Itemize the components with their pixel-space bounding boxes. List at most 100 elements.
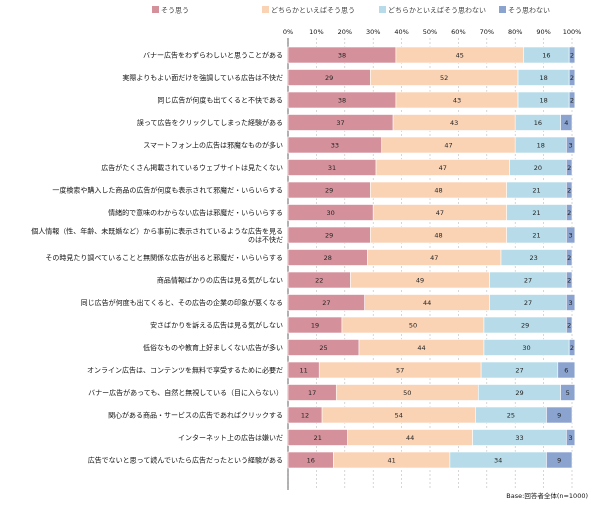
data-label: 27 bbox=[322, 299, 330, 307]
data-label: 16 bbox=[542, 51, 550, 59]
data-label: 48 bbox=[434, 231, 442, 239]
data-label: 30 bbox=[326, 209, 334, 217]
bar-segment bbox=[568, 69, 576, 86]
data-label: 43 bbox=[453, 96, 461, 104]
data-label: 38 bbox=[338, 96, 346, 104]
category-label: 低俗なものや教育上好ましくない広告が多い bbox=[143, 343, 283, 352]
bar-segment bbox=[546, 451, 573, 469]
data-label: 9 bbox=[557, 456, 561, 464]
data-label: 21 bbox=[532, 231, 540, 239]
bar-segment bbox=[546, 406, 573, 424]
bar-segment bbox=[566, 316, 573, 334]
category-label: バナー広告をわずらわしいと思うことがある bbox=[143, 51, 283, 60]
data-label: 16 bbox=[534, 119, 542, 127]
bar-segment bbox=[568, 91, 576, 109]
bar-segment bbox=[566, 249, 573, 266]
data-label: 45 bbox=[456, 51, 464, 59]
data-label: 2 bbox=[567, 164, 571, 172]
data-label: 12 bbox=[301, 411, 309, 419]
data-label: 2 bbox=[567, 254, 571, 262]
x-tick-label: 60% bbox=[451, 28, 465, 36]
data-label: 47 bbox=[444, 141, 452, 149]
bar-segment bbox=[566, 271, 573, 289]
bar-segment bbox=[568, 46, 576, 64]
category-label: 広告がたくさん掲載されているウェブサイトは見たくない bbox=[101, 163, 283, 172]
data-label: 43 bbox=[450, 119, 458, 127]
category-label: 広告でないと思って読んでいたら広告だったという経験がある bbox=[88, 456, 283, 465]
category-label: 実際よりもよい面だけを強調している広告は不快だ bbox=[122, 73, 283, 82]
data-label: 9 bbox=[557, 411, 561, 419]
data-label: 30 bbox=[522, 344, 530, 352]
category-label: のは不快だ bbox=[248, 235, 283, 244]
data-label: 2 bbox=[570, 51, 574, 59]
bar-segment bbox=[566, 204, 573, 221]
category-label: 商品情報ばかりの広告は見る気がしない bbox=[157, 276, 283, 285]
data-label: 5 bbox=[566, 389, 570, 397]
data-label: 27 bbox=[515, 366, 523, 374]
x-tick-label: 100% bbox=[563, 28, 582, 36]
category-label: その時見たり調べていることと無関係な広告が出ると邪魔だ・いらいらする bbox=[45, 253, 283, 262]
data-label: 50 bbox=[403, 389, 411, 397]
legend-label: そう思う bbox=[161, 7, 189, 15]
x-tick-label: 0% bbox=[283, 28, 293, 36]
x-tick-label: 10% bbox=[309, 28, 323, 36]
data-label: 2 bbox=[567, 321, 571, 329]
bar-segment bbox=[560, 114, 573, 131]
x-tick-label: 80% bbox=[508, 28, 522, 36]
data-label: 29 bbox=[515, 389, 523, 397]
data-label: 47 bbox=[439, 164, 447, 172]
data-label: 50 bbox=[409, 321, 417, 329]
data-label: 20 bbox=[534, 164, 542, 172]
legend: そう思う どちらかといえばそう思う どちらかといえばそう思わない そう思わない bbox=[152, 6, 550, 15]
data-label: 48 bbox=[434, 186, 442, 194]
category-label: 同じ広告が何度も出てくると、その広告の企業の印象が悪くなる bbox=[81, 298, 283, 307]
bar-segment bbox=[566, 136, 576, 154]
data-label: 28 bbox=[324, 254, 332, 262]
data-label: 2 bbox=[570, 96, 574, 104]
data-label: 2 bbox=[567, 276, 571, 284]
data-label: 49 bbox=[416, 276, 424, 284]
data-label: 22 bbox=[315, 276, 323, 284]
data-label: 47 bbox=[430, 254, 438, 262]
x-tick-label: 50% bbox=[423, 28, 437, 36]
category-labels: バナー広告をわずらわしいと思うことがある実際よりもよい面だけを強調している広告は… bbox=[31, 51, 283, 465]
data-label: 52 bbox=[440, 74, 448, 82]
x-tick-label: 70% bbox=[480, 28, 494, 36]
x-axis-ticks: 0% 10% 20% 30% 40% 50% 60% 70% 80% 90% 100% bbox=[283, 28, 581, 36]
data-label: 38 bbox=[338, 51, 346, 59]
category-label: オンライン広告は、コンテンツを無料で享受するために必要だ bbox=[87, 366, 283, 375]
data-label: 21 bbox=[532, 209, 540, 217]
data-label: 29 bbox=[325, 74, 333, 82]
legend-swatch bbox=[152, 6, 159, 13]
data-label: 11 bbox=[299, 366, 307, 374]
legend-swatch bbox=[262, 6, 269, 13]
data-label: 25 bbox=[507, 411, 515, 419]
category-label: 誤って広告をクリックしてしまった経験がある bbox=[137, 118, 283, 127]
data-label: 29 bbox=[325, 186, 333, 194]
data-label: 47 bbox=[436, 209, 444, 217]
data-label: 37 bbox=[336, 119, 344, 127]
data-label: 17 bbox=[308, 389, 316, 397]
bar-segment bbox=[566, 159, 573, 176]
category-label: インターネット上の広告は嫌いだ bbox=[178, 433, 283, 442]
data-label: 29 bbox=[325, 231, 333, 239]
data-label: 31 bbox=[328, 164, 336, 172]
data-label: 54 bbox=[395, 411, 403, 419]
x-tick-label: 20% bbox=[338, 28, 352, 36]
data-label: 18 bbox=[537, 141, 545, 149]
category-label: 個人情報（性、年齢、未既婚など）から事前に表示されているような広告を見る bbox=[31, 226, 283, 235]
legend-label: どちらかといえばそう思わない bbox=[388, 6, 486, 15]
data-label: 33 bbox=[331, 141, 339, 149]
category-label: バナー広告があっても、自然と無視している（目に入らない） bbox=[88, 388, 283, 397]
bars-layer: 38 45 16 229 52 18 238 43 18 237 43 16 433 47 18 331 47 2… bbox=[287, 46, 576, 469]
data-label: 2 bbox=[570, 74, 574, 82]
x-tick-label: 30% bbox=[366, 28, 380, 36]
bar-segment bbox=[566, 429, 576, 446]
data-label: 18 bbox=[539, 74, 547, 82]
bar-segment bbox=[557, 361, 576, 379]
data-label: 3 bbox=[569, 434, 573, 442]
bar-segment bbox=[568, 339, 576, 356]
data-label: 41 bbox=[388, 456, 396, 464]
category-label: 同じ広告が何度も出てくると不快である bbox=[157, 96, 283, 105]
